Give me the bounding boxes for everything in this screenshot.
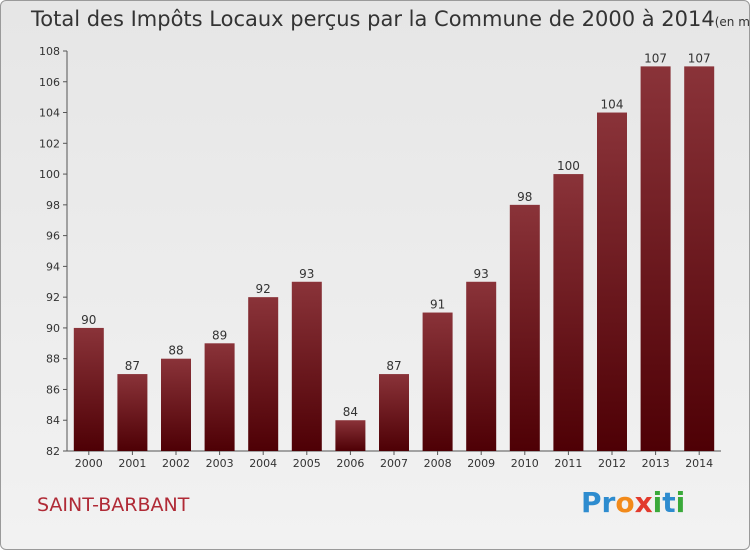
x-tick-label: 2014 <box>685 457 713 470</box>
x-tick-label: 2012 <box>598 457 626 470</box>
y-tick-label: 86 <box>46 383 60 396</box>
x-tick-label: 2007 <box>380 457 408 470</box>
y-tick-label: 100 <box>39 168 60 181</box>
bar-value-label: 93 <box>299 267 314 281</box>
chart-title-text: Total des Impôts Locaux perçus par la Co… <box>31 7 715 31</box>
x-tick-label: 2002 <box>162 457 190 470</box>
y-tick-label: 96 <box>46 230 60 243</box>
bar-value-label: 107 <box>688 51 711 65</box>
bar-2008 <box>422 312 453 451</box>
logo-letter: t <box>662 486 676 519</box>
bar-2003 <box>204 343 235 451</box>
x-tick-label: 2010 <box>511 457 539 470</box>
y-tick-label: 82 <box>46 445 60 458</box>
y-tick-label: 90 <box>46 322 60 335</box>
y-tick-label: 106 <box>39 76 60 89</box>
bar-2005 <box>291 281 322 451</box>
bar-2009 <box>466 281 497 451</box>
bar-value-label: 87 <box>125 359 140 373</box>
bar-value-label: 107 <box>644 51 667 65</box>
bar-2006 <box>335 420 366 451</box>
logo-letter: i <box>675 486 686 519</box>
logo-letter: x <box>634 486 653 519</box>
logo-letter: r <box>601 486 616 519</box>
logo-letter: i <box>652 486 663 519</box>
unit-label: (en milliers d'€) <box>714 15 750 29</box>
bar-value-label: 100 <box>557 159 580 173</box>
x-tick-label: 2013 <box>642 457 670 470</box>
x-tick-label: 2005 <box>293 457 321 470</box>
bar-2002 <box>161 358 191 451</box>
bar-2011 <box>553 174 584 452</box>
chart-title: Total des Impôts Locaux perçus par la Co… <box>31 7 750 31</box>
bar-2004 <box>248 297 279 451</box>
bar-2013 <box>640 66 671 451</box>
y-tick-label: 84 <box>46 414 60 427</box>
bar-value-label: 104 <box>601 98 624 112</box>
bar-value-label: 91 <box>430 298 445 312</box>
bar-2001 <box>117 374 148 451</box>
bar-2012 <box>597 112 627 452</box>
y-tick-label: 104 <box>39 107 60 120</box>
commune-name: SAINT-BARBANT <box>37 494 190 516</box>
x-tick-label: 2000 <box>75 457 103 470</box>
bar-value-label: 98 <box>517 190 532 204</box>
x-tick-label: 2011 <box>554 457 582 470</box>
x-tick-label: 2003 <box>206 457 234 470</box>
bars: 90 87 88 89 92 93 84 87 91 93 98 100 104 107 107 <box>73 51 715 452</box>
y-tick-label: 108 <box>39 45 60 58</box>
x-tick-label: 2004 <box>249 457 277 470</box>
logo-letter: o <box>615 486 635 519</box>
x-tick-label: 2008 <box>424 457 452 470</box>
y-tick-label: 98 <box>46 199 60 212</box>
bar-value-label: 88 <box>168 344 183 358</box>
bar-2007 <box>379 374 409 451</box>
y-tick-label: 102 <box>39 137 60 150</box>
y-tick-label: 88 <box>46 353 60 366</box>
bar-value-label: 93 <box>474 267 489 281</box>
bar-value-label: 84 <box>343 405 358 419</box>
bar-2010 <box>509 204 540 451</box>
logo-letter: P <box>581 486 602 519</box>
y-tick-label: 92 <box>46 291 60 304</box>
axes: 82 84 86 88 90 92 94 96 98 100 102 104 106 108 2000 200… <box>39 45 721 470</box>
bar-value-label: 92 <box>256 282 271 296</box>
bar-value-label: 90 <box>81 313 96 327</box>
x-tick-label: 2001 <box>118 457 146 470</box>
bar-2014 <box>684 66 715 451</box>
bar-2000 <box>73 327 104 451</box>
y-tick-label: 94 <box>46 260 60 273</box>
bar-value-label: 87 <box>386 359 401 373</box>
x-tick-label: 2009 <box>467 457 495 470</box>
proxiti-logo: Proxiti <box>581 486 685 519</box>
bar-value-label: 89 <box>212 328 227 342</box>
x-tick-label: 2006 <box>336 457 364 470</box>
